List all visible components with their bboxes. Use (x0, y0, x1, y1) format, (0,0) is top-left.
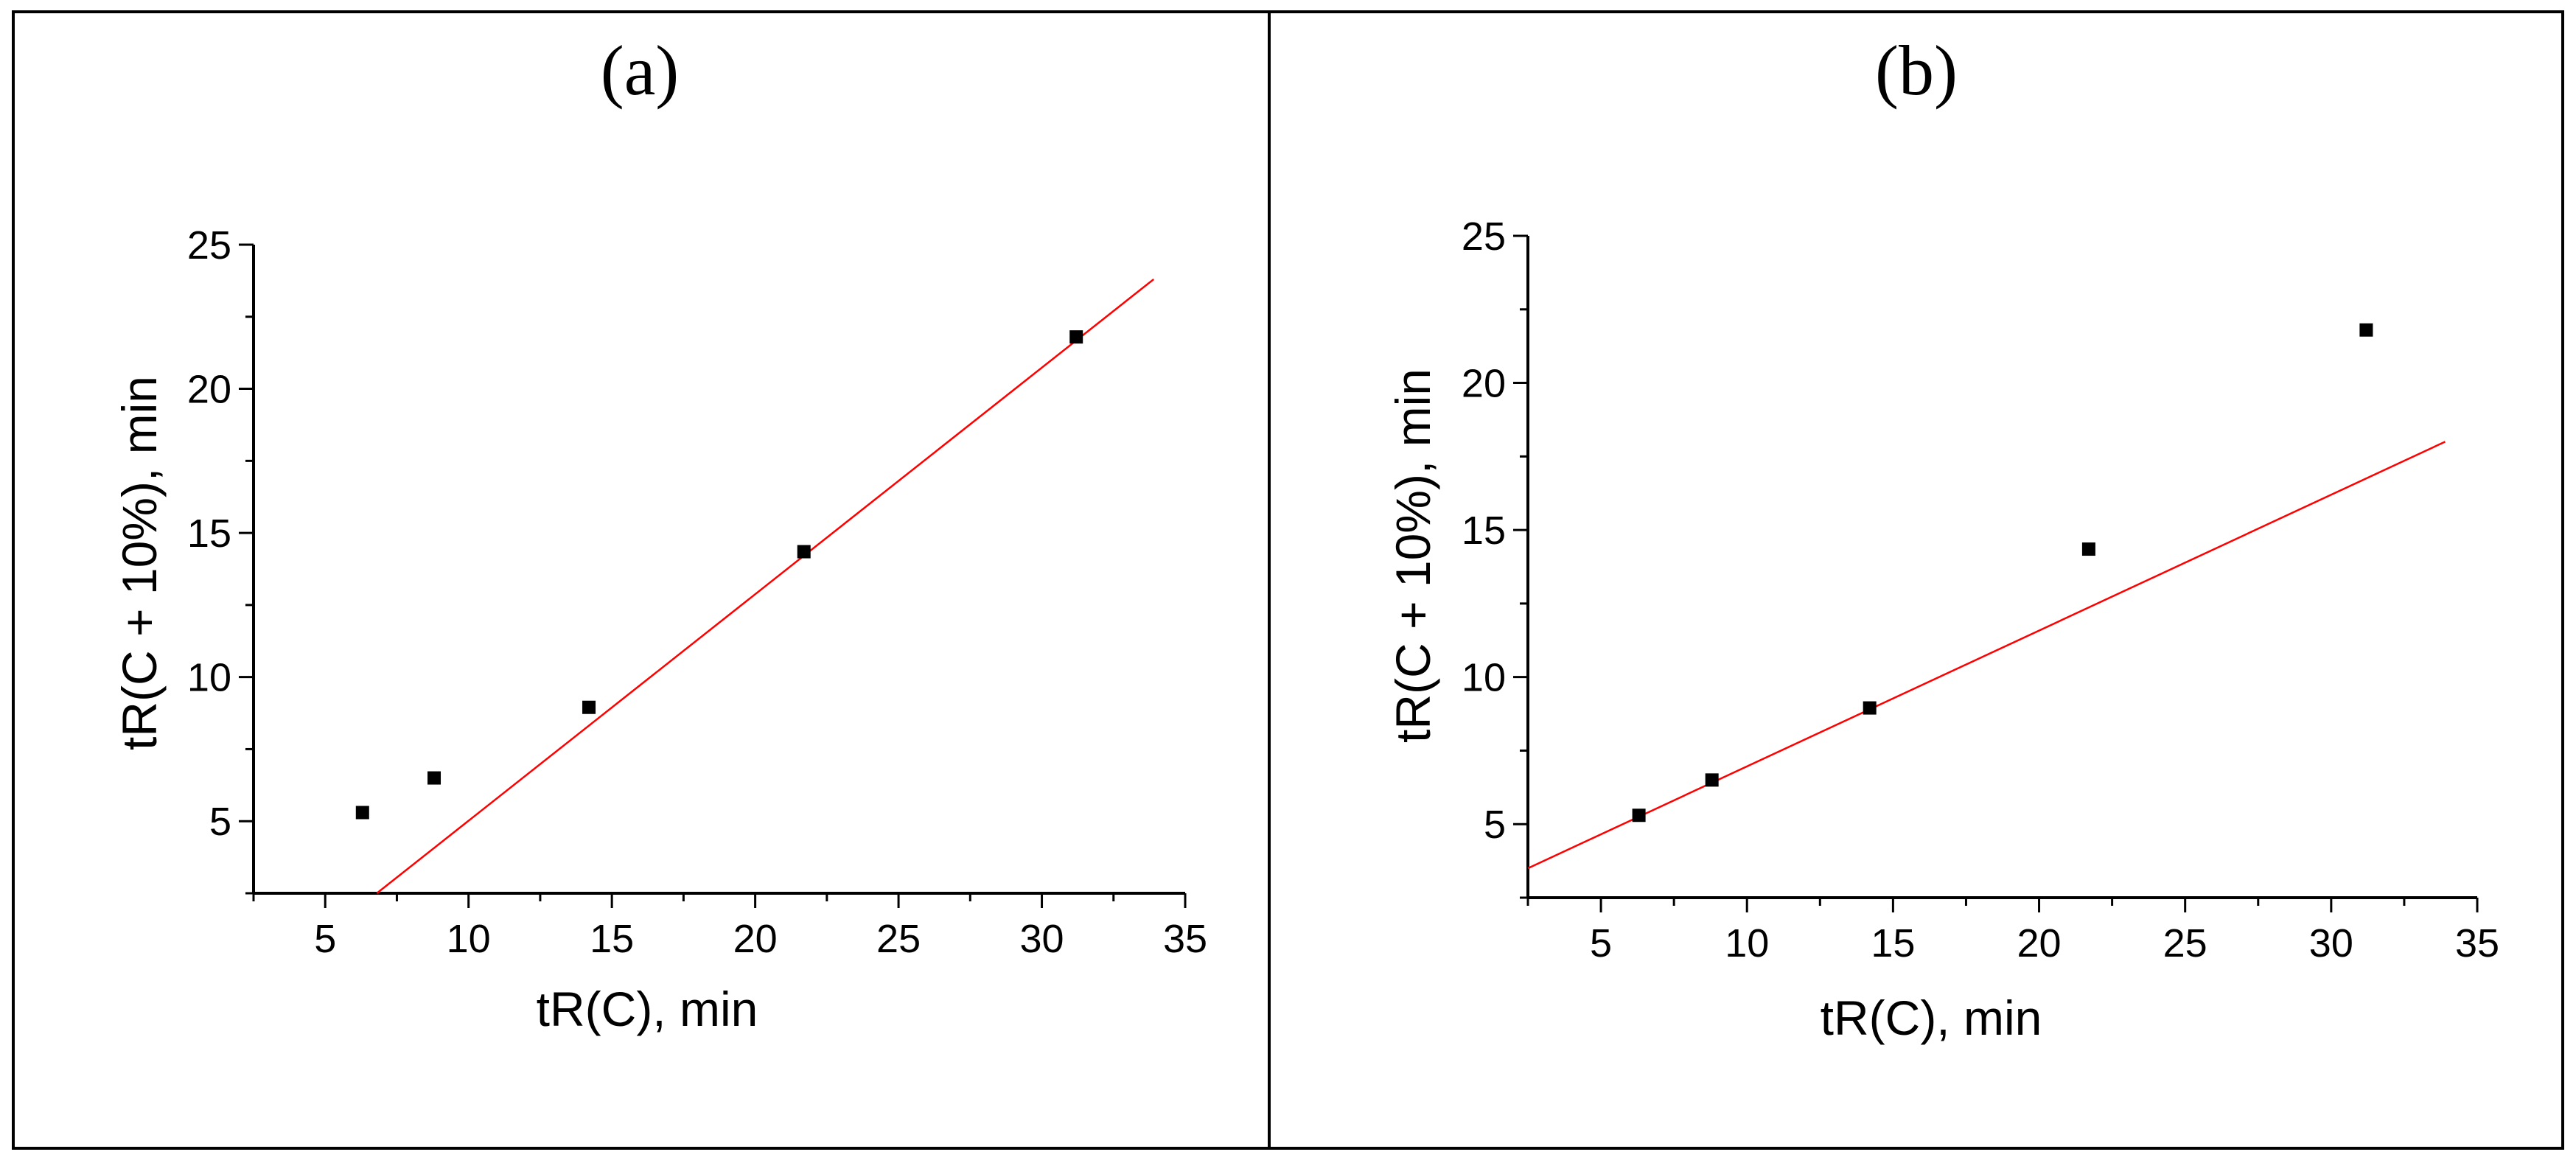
panel-b-x-tick-label: 15 (1871, 921, 1915, 965)
panel-b-title: (b) (1875, 31, 1958, 110)
panel-a: (a) 5 10 15 20 25 30 35 5 10 15 20 25 tR(C), min tR… (112, 31, 1207, 1036)
panel-b-data-point (2359, 323, 2373, 337)
panel-a-x-axis-label: tR(C), min (537, 982, 758, 1036)
panel-b-data-point (1705, 773, 1719, 787)
panel-a-y-tick-label: 5 (209, 800, 231, 844)
panel-b-data-point (1632, 808, 1646, 823)
panel-b-data-point (1863, 701, 1877, 715)
panel-b-fit-line (1527, 441, 2446, 870)
panel-a-x-tick-label: 20 (733, 917, 778, 961)
panel-b-data-point (2081, 542, 2095, 556)
panel-a-x-tick-label: 30 (1019, 917, 1064, 961)
panel-a-fit-line (376, 278, 1154, 894)
panel-b-points (1632, 323, 2373, 823)
panel-a-x-tick-label: 5 (314, 917, 336, 961)
panel-a-y-tick-label: 15 (187, 511, 231, 556)
panel-a-y-tick-label: 10 (187, 656, 231, 700)
panel-b-fit (1527, 441, 2446, 870)
panel-a-fit (376, 278, 1154, 894)
panel-a-title: (a) (601, 31, 680, 110)
panel-a-axes: 5 10 15 20 25 30 35 5 10 15 20 25 (187, 223, 1207, 961)
panel-a-x-tick-label: 25 (876, 917, 921, 961)
panel-a-data-point (427, 771, 441, 785)
panel-a-data-point (1069, 330, 1083, 344)
panel-a-x-tick-label: 35 (1163, 917, 1207, 961)
panel-a-y-tick-label: 25 (187, 223, 231, 268)
panel-b-y-tick-label: 25 (1462, 214, 1506, 259)
panel-a-x-tick-label: 10 (447, 917, 491, 961)
panel-b-y-tick-label: 15 (1462, 509, 1506, 553)
panel-a-y-tick-label: 20 (187, 368, 231, 412)
panel-b: (b) 5 10 15 20 25 30 35 5 10 15 20 25 tR(C), min tR… (1386, 31, 2499, 1045)
panel-a-data-point (797, 545, 811, 559)
panel-a-points (355, 330, 1083, 820)
panel-b-y-tick-label: 20 (1462, 362, 1506, 406)
panel-b-y-axis-label: tR(C + 10%), min (1386, 369, 1440, 743)
panel-b-x-tick-label: 25 (2163, 921, 2207, 965)
panel-b-x-tick-label: 10 (1725, 921, 1769, 965)
panel-a-data-point (355, 806, 369, 820)
panel-b-x-tick-label: 35 (2455, 921, 2499, 965)
panel-a-x-tick-label: 15 (590, 917, 634, 961)
panel-b-y-tick-label: 10 (1462, 656, 1506, 700)
panel-b-axes: 5 10 15 20 25 30 35 5 10 15 20 25 (1462, 214, 2499, 965)
panel-b-y-tick-label: 5 (1484, 803, 1506, 847)
figure-frame (12, 10, 2564, 1150)
panel-a-y-axis-label: tR(C + 10%), min (112, 376, 167, 750)
panel-a-data-point (582, 700, 596, 714)
panel-b-x-tick-label: 5 (1590, 921, 1612, 965)
panel-b-x-tick-label: 20 (2017, 921, 2061, 965)
panel-b-x-tick-label: 30 (2309, 921, 2353, 965)
panel-b-x-axis-label: tR(C), min (1821, 991, 2042, 1045)
